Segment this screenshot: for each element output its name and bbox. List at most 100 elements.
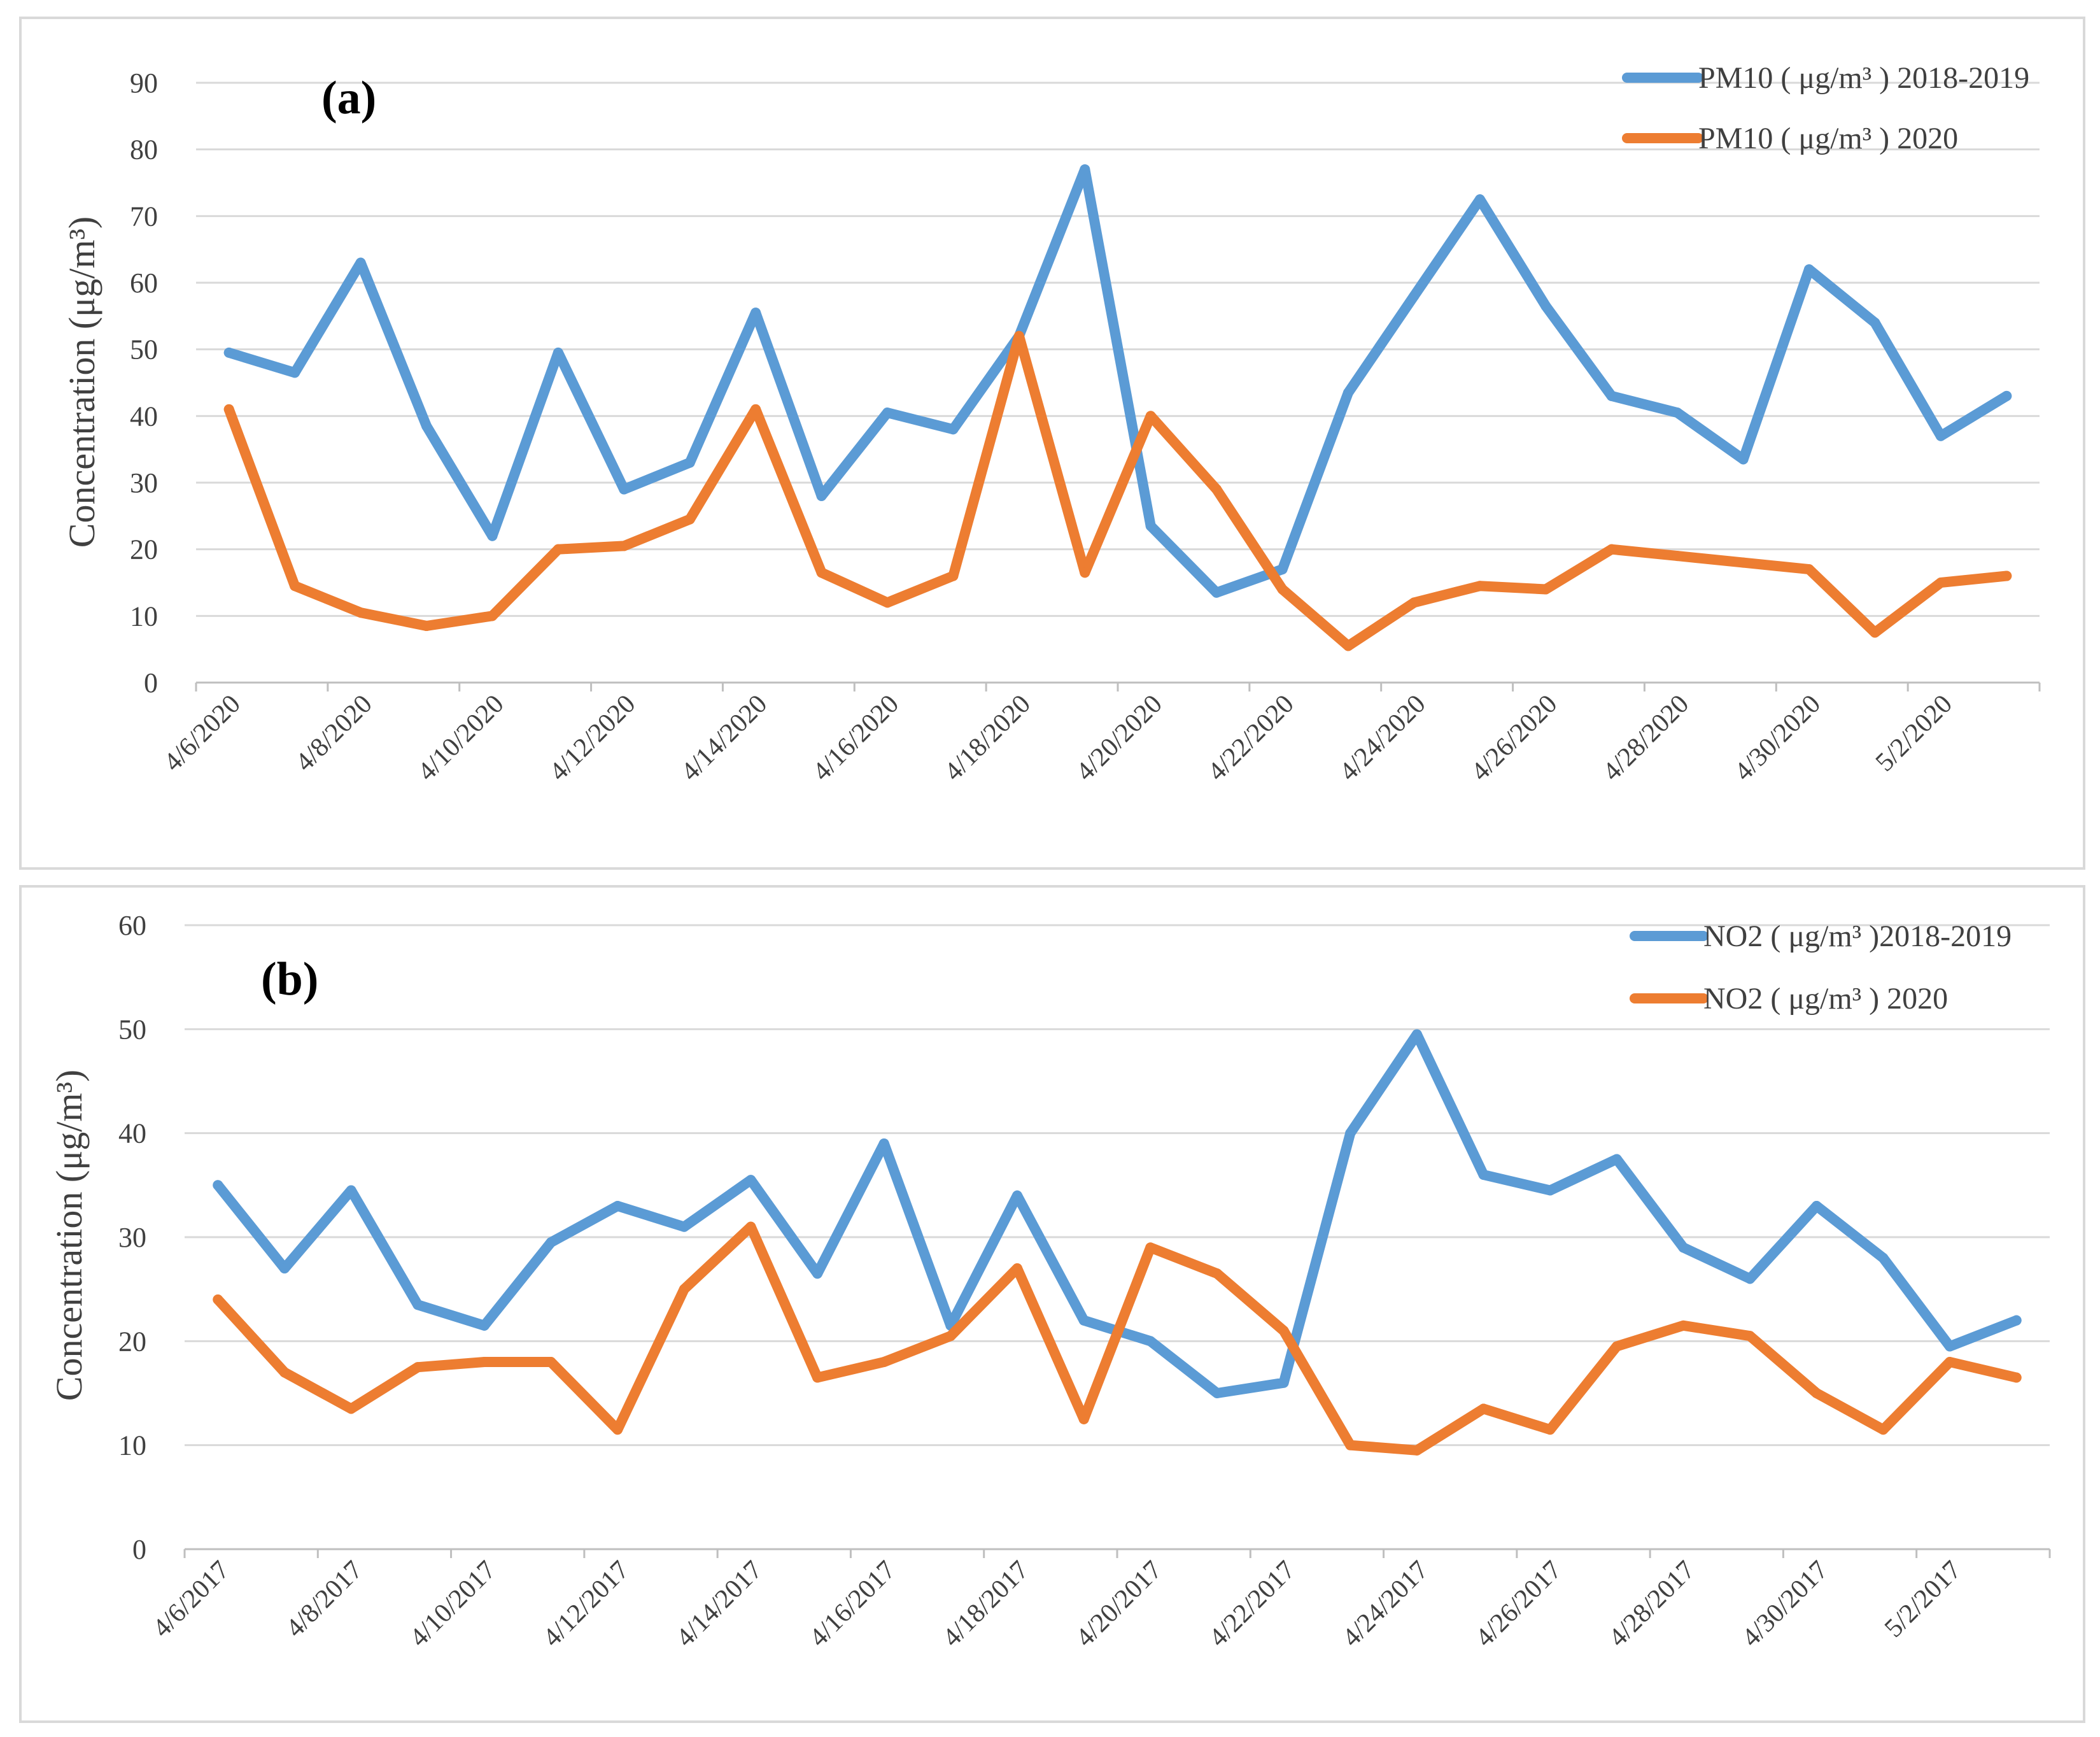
data-point (1345, 1440, 1356, 1450)
series-line-1 (213, 1221, 2022, 1456)
data-point (1545, 1185, 1556, 1196)
y-tick-label: 90 (130, 67, 158, 99)
data-point (1540, 584, 1551, 595)
data-point (684, 457, 695, 468)
y-tick-label: 20 (130, 534, 158, 565)
panel-a-y-axis-label: Concentration (μg/m³) (61, 216, 102, 548)
data-point (812, 1268, 823, 1279)
data-point (1611, 1154, 1622, 1165)
data-point (279, 1367, 290, 1378)
data-point (1080, 164, 1090, 175)
data-point (1078, 1414, 1089, 1424)
data-point (1606, 390, 1617, 401)
data-point (751, 308, 761, 318)
panel-a-gridlines (196, 82, 2040, 617)
data-point (412, 1300, 423, 1310)
y-tick-label: 30 (130, 467, 158, 499)
data-point (1870, 627, 1880, 638)
y-tick-label: 50 (130, 334, 158, 365)
y-tick-label: 70 (130, 201, 158, 232)
data-point (546, 1237, 556, 1248)
data-point (1474, 581, 1485, 592)
data-point (553, 544, 563, 555)
data-point (1409, 597, 1420, 608)
data-point (1278, 1326, 1289, 1336)
data-point (745, 1221, 756, 1232)
data-point (1745, 1273, 1756, 1284)
panel-a-y-ticks: 0 10 20 30 40 50 60 70 80 90 (130, 67, 158, 698)
data-point (745, 1175, 756, 1186)
data-point (1013, 330, 1024, 341)
data-point (1878, 1424, 1889, 1435)
data-point (816, 490, 827, 501)
y-tick-label: 0 (132, 1534, 146, 1565)
y-tick-label: 10 (130, 600, 158, 632)
y-tick-label: 40 (130, 401, 158, 432)
panel-b-label: (b) (261, 953, 318, 1005)
data-point (1145, 521, 1156, 532)
data-point (213, 1180, 223, 1191)
data-point (346, 1403, 356, 1414)
data-point (948, 571, 959, 581)
data-point (421, 421, 432, 432)
data-point (945, 1331, 956, 1342)
data-point (882, 597, 892, 608)
data-point (612, 1424, 623, 1435)
data-point (479, 1320, 490, 1331)
data-point (684, 514, 695, 525)
data-point (1409, 290, 1420, 301)
data-point (1811, 1388, 1822, 1398)
legend-label-no2-2018-2019: NO2 ( μg/m³ )2018-2019 (1703, 919, 2012, 953)
data-point (1145, 411, 1156, 422)
data-point (487, 530, 498, 541)
data-point (421, 621, 432, 632)
data-point (1211, 1388, 1222, 1398)
data-point (1811, 1201, 1822, 1211)
data-point (1672, 551, 1683, 562)
series-line-0 (223, 164, 2012, 598)
data-point (1211, 587, 1222, 598)
data-point (1211, 1268, 1222, 1279)
data-point (679, 1221, 689, 1232)
data-point (553, 347, 563, 358)
data-point (812, 1372, 823, 1383)
data-point (1611, 1341, 1622, 1352)
data-point (1672, 408, 1683, 418)
data-point (1345, 1128, 1356, 1138)
data-point (1545, 1424, 1556, 1435)
legend-label-pm10-2020: PM10 ( μg/m³ ) 2020 (1698, 122, 1958, 155)
panel-b-border (19, 885, 2085, 1723)
data-point (1474, 194, 1485, 205)
data-point (1411, 1029, 1422, 1040)
data-point (1343, 387, 1353, 398)
legend-label-no2-2020: NO2 ( μg/m³ ) 2020 (1703, 982, 1948, 1016)
data-point (1606, 544, 1617, 555)
data-point (279, 1263, 290, 1273)
y-tick-label: 60 (130, 267, 158, 299)
data-point (1211, 484, 1222, 495)
y-tick-label: 20 (118, 1326, 146, 1357)
data-point (479, 1357, 490, 1367)
data-point (1678, 1242, 1689, 1253)
data-point (816, 567, 827, 578)
data-point (1411, 1445, 1422, 1456)
data-point (1678, 1320, 1689, 1331)
data-point (1945, 1341, 1956, 1352)
data-point (1012, 1190, 1023, 1201)
y-tick-label: 50 (118, 1014, 146, 1045)
data-point (1745, 1331, 1756, 1342)
data-point (223, 404, 234, 415)
data-point (213, 1294, 223, 1305)
data-point (1945, 1357, 1956, 1367)
panel-a-label: (a) (321, 72, 376, 124)
data-point (290, 581, 300, 592)
panel-b-series (213, 1029, 2022, 1456)
data-point (1145, 1336, 1156, 1347)
data-point (948, 424, 959, 435)
data-point (1804, 264, 1814, 275)
y-tick-label: 10 (118, 1430, 146, 1461)
data-point (487, 611, 498, 621)
data-point (1935, 578, 1946, 588)
